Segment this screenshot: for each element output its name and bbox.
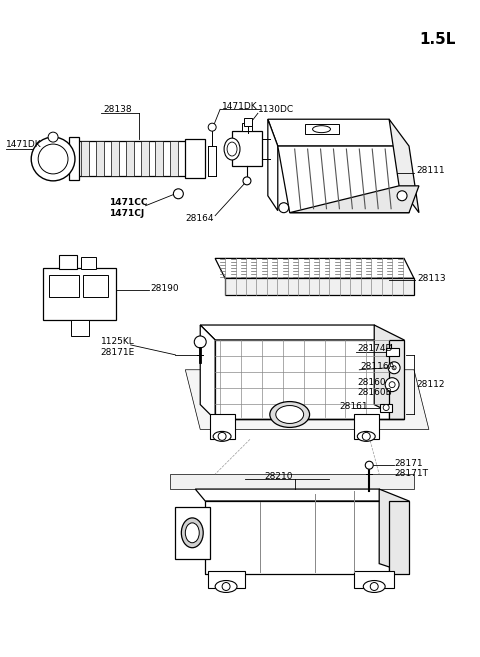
Polygon shape (43, 268, 116, 320)
Text: 1125KL: 1125KL (101, 338, 134, 346)
Polygon shape (170, 141, 179, 176)
Ellipse shape (227, 142, 237, 156)
Bar (49, 275, 79, 297)
Polygon shape (268, 119, 278, 211)
Text: 1471CC: 1471CC (109, 198, 147, 207)
Polygon shape (278, 146, 409, 213)
Text: 28112: 28112 (416, 380, 444, 389)
Polygon shape (290, 186, 419, 213)
Bar (244, 118, 252, 126)
Bar (71, 320, 89, 336)
Circle shape (31, 137, 75, 181)
Circle shape (365, 461, 373, 469)
Text: 28161: 28161 (339, 402, 368, 411)
Polygon shape (386, 348, 399, 356)
Bar (83, 275, 108, 297)
Text: 1471DK: 1471DK (222, 102, 258, 111)
Circle shape (194, 336, 206, 348)
Polygon shape (389, 501, 409, 574)
Circle shape (48, 132, 58, 142)
Polygon shape (71, 141, 190, 176)
Text: 28164: 28164 (185, 214, 214, 223)
Circle shape (362, 432, 370, 440)
Text: 28116A: 28116A (360, 362, 395, 371)
Circle shape (388, 362, 400, 374)
Polygon shape (69, 137, 79, 180)
Polygon shape (215, 340, 389, 419)
Polygon shape (268, 119, 399, 146)
Ellipse shape (215, 581, 237, 593)
Ellipse shape (270, 401, 310, 428)
Polygon shape (374, 325, 404, 419)
Text: 1130DC: 1130DC (258, 104, 294, 114)
Circle shape (208, 124, 216, 131)
Circle shape (383, 405, 389, 411)
Polygon shape (242, 124, 252, 131)
Bar (81, 258, 96, 269)
Polygon shape (215, 258, 414, 279)
Ellipse shape (181, 518, 203, 548)
Circle shape (173, 189, 183, 199)
Text: 28171: 28171 (394, 459, 423, 468)
Polygon shape (389, 119, 419, 213)
Ellipse shape (276, 405, 304, 424)
Polygon shape (200, 325, 389, 340)
Ellipse shape (213, 432, 231, 442)
Polygon shape (380, 403, 392, 411)
Text: 28160: 28160 (357, 378, 386, 387)
Text: 1471DK: 1471DK (6, 139, 42, 148)
Circle shape (222, 583, 230, 591)
Circle shape (397, 191, 407, 201)
Polygon shape (268, 136, 276, 163)
Polygon shape (208, 570, 245, 589)
Polygon shape (126, 141, 133, 176)
Polygon shape (185, 139, 205, 178)
Polygon shape (81, 141, 89, 176)
Polygon shape (170, 474, 414, 489)
Polygon shape (210, 415, 235, 440)
Text: 28171E: 28171E (101, 348, 135, 357)
Polygon shape (232, 131, 262, 166)
Text: 28171T: 28171T (394, 468, 428, 478)
Circle shape (279, 203, 288, 213)
Polygon shape (185, 370, 429, 430)
Text: 28113: 28113 (417, 274, 445, 283)
Ellipse shape (363, 581, 385, 593)
Polygon shape (225, 279, 414, 295)
Circle shape (38, 144, 68, 174)
Polygon shape (354, 570, 394, 589)
Bar (59, 256, 77, 269)
Text: 1.5L: 1.5L (419, 32, 456, 47)
Polygon shape (200, 325, 215, 419)
Polygon shape (305, 124, 339, 134)
Circle shape (243, 177, 251, 185)
Text: 28138: 28138 (104, 104, 132, 114)
Polygon shape (354, 415, 379, 440)
Polygon shape (389, 340, 404, 419)
Text: 28210: 28210 (265, 472, 293, 481)
Circle shape (389, 382, 395, 388)
Ellipse shape (357, 432, 375, 442)
Text: 28174D: 28174D (357, 344, 393, 353)
Polygon shape (156, 141, 164, 176)
Circle shape (385, 378, 399, 392)
Polygon shape (175, 507, 210, 558)
Circle shape (392, 366, 396, 370)
Ellipse shape (185, 523, 199, 543)
Ellipse shape (312, 125, 330, 133)
Polygon shape (96, 141, 104, 176)
Polygon shape (141, 141, 148, 176)
Ellipse shape (224, 138, 240, 160)
Text: 28190: 28190 (151, 284, 179, 293)
Polygon shape (195, 489, 389, 501)
Polygon shape (205, 501, 389, 574)
Polygon shape (111, 141, 119, 176)
Polygon shape (379, 489, 409, 574)
Circle shape (370, 583, 378, 591)
Text: 28160B: 28160B (357, 388, 392, 397)
Text: 1471CJ: 1471CJ (109, 209, 144, 218)
Circle shape (218, 432, 226, 440)
Text: 28111: 28111 (416, 166, 444, 175)
